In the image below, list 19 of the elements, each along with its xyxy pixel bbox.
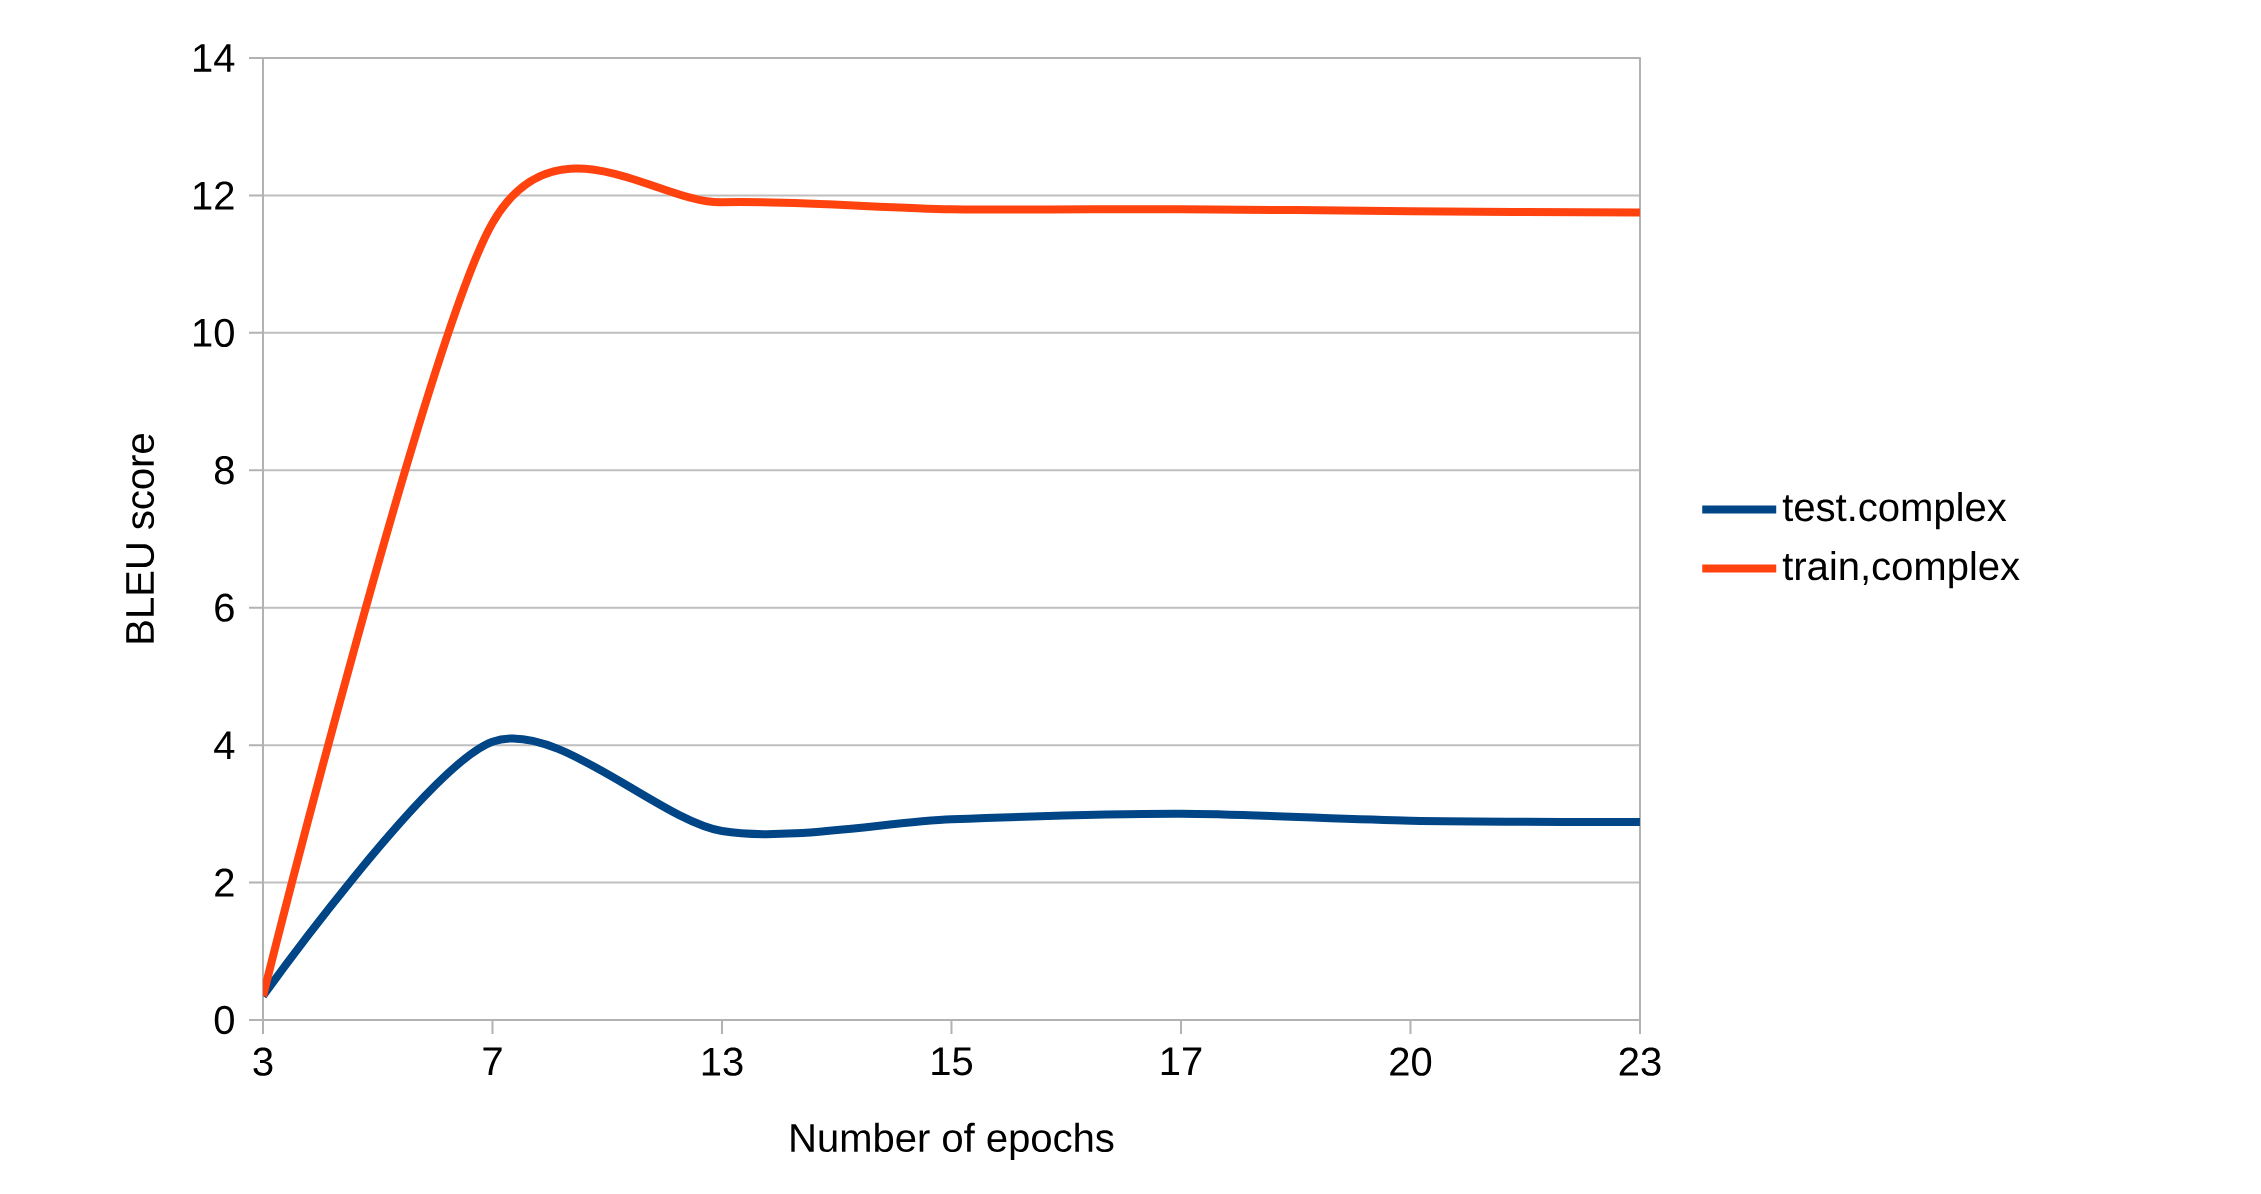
- x-tick-label: 15: [932, 1047, 973, 1076]
- x-tick-label: 3: [253, 1047, 273, 1076]
- y-tick-label: 6: [215, 593, 234, 622]
- y-tick-label: 8: [214, 456, 234, 485]
- x-axis-title: Number of epochs: [791, 1122, 1114, 1160]
- y-tick-label: 14: [194, 44, 235, 72]
- x-tick-label: 17: [1161, 1047, 1202, 1076]
- y-tick-label: 0: [214, 1005, 234, 1035]
- y-tick-label: 4: [214, 731, 235, 759]
- x-tick-label: 7: [483, 1047, 502, 1076]
- y-axis-title: BLEU score: [126, 434, 155, 643]
- legend-label: train,complex: [1782, 551, 2020, 589]
- x-tick-label: 13: [702, 1047, 743, 1076]
- y-tick-label: 2: [215, 868, 234, 897]
- x-tick-label: 20: [1390, 1047, 1432, 1076]
- x-tick-label: 23: [1619, 1047, 1661, 1076]
- y-tick-label: 10: [194, 318, 234, 348]
- legend-label: test.complex: [1782, 492, 2007, 530]
- y-tick-label: 12: [194, 181, 234, 210]
